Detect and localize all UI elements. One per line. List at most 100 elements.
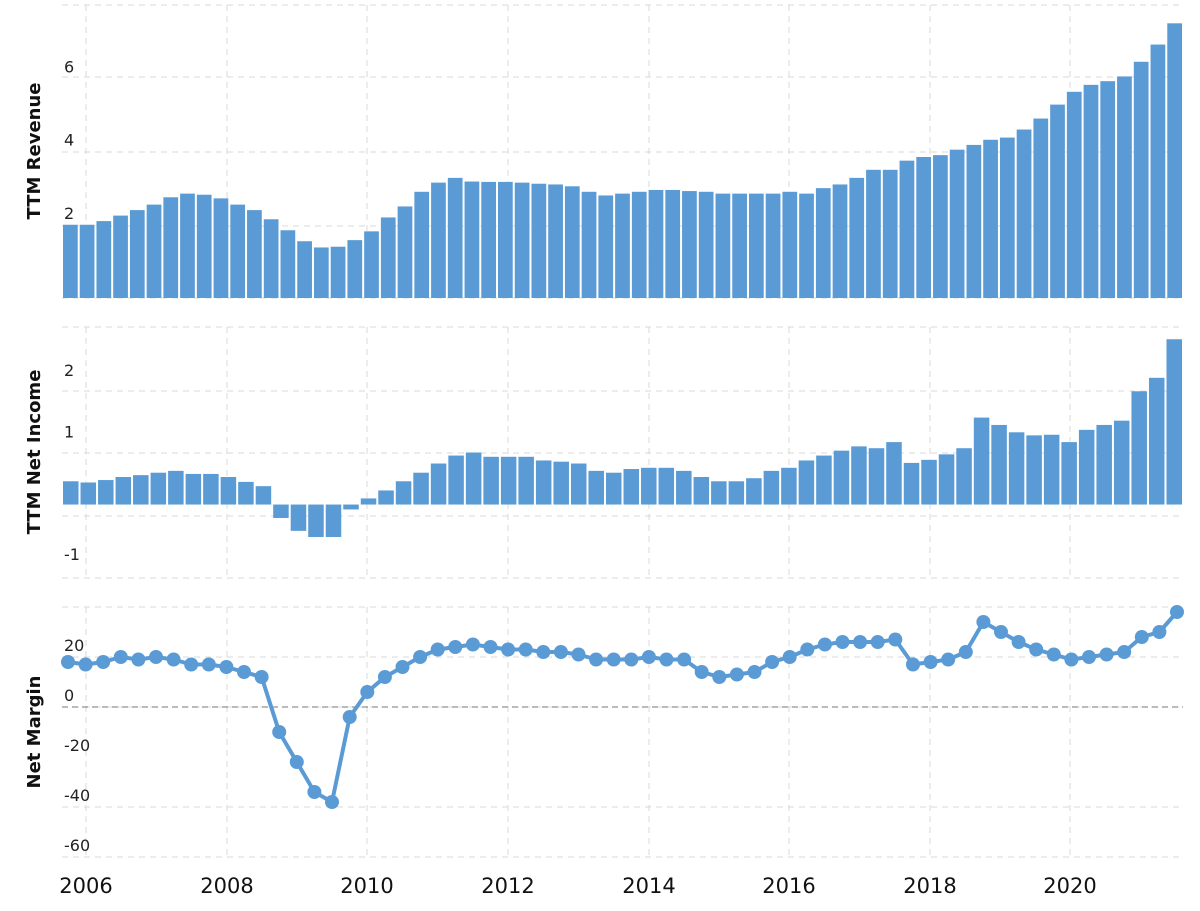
data-point bbox=[360, 685, 375, 699]
x-tick-label: 2008 bbox=[200, 874, 253, 898]
y-tick-label: -40 bbox=[64, 786, 90, 805]
data-point bbox=[906, 657, 920, 672]
bar bbox=[447, 177, 463, 298]
bar bbox=[535, 460, 552, 505]
data-point bbox=[958, 645, 973, 659]
bar bbox=[991, 424, 1007, 505]
bar bbox=[938, 454, 955, 505]
bar bbox=[623, 469, 640, 505]
bar bbox=[146, 204, 162, 298]
bar bbox=[798, 460, 815, 505]
bar bbox=[203, 473, 219, 505]
bar bbox=[98, 480, 114, 505]
panel-3: -60 -40 -20 0 20 Net Margin bbox=[24, 605, 1184, 858]
bar bbox=[1166, 339, 1182, 505]
data-point bbox=[518, 642, 533, 657]
data-point bbox=[606, 652, 621, 667]
bar bbox=[1131, 391, 1147, 505]
bar bbox=[378, 490, 394, 505]
bar bbox=[255, 486, 272, 505]
data-point bbox=[747, 665, 762, 679]
bar bbox=[868, 448, 885, 505]
data-point bbox=[765, 655, 780, 669]
data-point bbox=[237, 665, 251, 679]
bar bbox=[213, 198, 229, 298]
data-point bbox=[1099, 647, 1114, 662]
data-point bbox=[571, 647, 586, 662]
data-point bbox=[641, 650, 656, 664]
bar bbox=[481, 181, 497, 298]
bar bbox=[983, 139, 998, 298]
x-tick-label: 2016 bbox=[762, 874, 815, 898]
bar bbox=[1113, 420, 1130, 505]
data-point bbox=[184, 657, 199, 672]
data-point bbox=[1011, 635, 1026, 649]
data-point bbox=[1170, 605, 1184, 619]
bar bbox=[588, 470, 604, 505]
bar bbox=[886, 442, 902, 505]
bar bbox=[1026, 435, 1042, 505]
bar bbox=[849, 177, 865, 298]
bar bbox=[518, 456, 534, 505]
bar bbox=[732, 193, 747, 298]
bar bbox=[665, 189, 681, 298]
bar bbox=[129, 210, 145, 298]
data-point bbox=[853, 635, 868, 649]
bar bbox=[782, 191, 798, 298]
data-point bbox=[817, 637, 832, 652]
bar bbox=[280, 230, 296, 298]
bar bbox=[347, 240, 363, 298]
bar bbox=[414, 191, 430, 298]
data-point bbox=[1029, 642, 1044, 657]
bar bbox=[916, 156, 932, 298]
data-point bbox=[835, 635, 850, 649]
data-point bbox=[729, 667, 744, 682]
data-point bbox=[78, 657, 93, 672]
bar bbox=[1008, 432, 1025, 505]
y-tick-label: -1 bbox=[64, 545, 80, 564]
data-point bbox=[553, 645, 568, 659]
x-tick-label: 2014 bbox=[622, 874, 675, 898]
bar bbox=[1033, 118, 1049, 298]
bar bbox=[273, 504, 289, 519]
bar bbox=[999, 137, 1015, 298]
bar bbox=[715, 193, 731, 298]
bar bbox=[290, 504, 307, 531]
bar bbox=[682, 191, 697, 298]
data-point bbox=[677, 652, 692, 667]
data-point bbox=[201, 657, 216, 672]
data-point bbox=[1134, 630, 1149, 644]
panel-2: -1012TTM Net Income bbox=[24, 326, 1183, 579]
data-point bbox=[166, 652, 181, 667]
x-tick-label: 2020 bbox=[1043, 874, 1096, 898]
bar bbox=[1133, 61, 1149, 298]
bar bbox=[115, 476, 132, 505]
data-point bbox=[1064, 652, 1079, 667]
bar bbox=[168, 470, 184, 505]
bar bbox=[1061, 442, 1077, 505]
bar bbox=[313, 247, 329, 298]
bar bbox=[63, 224, 78, 298]
bar bbox=[615, 193, 630, 298]
bar bbox=[500, 456, 517, 505]
bar bbox=[1083, 84, 1099, 298]
bar bbox=[605, 472, 622, 505]
bar bbox=[196, 194, 212, 298]
bar bbox=[676, 470, 692, 505]
bar bbox=[1150, 44, 1166, 299]
x-tick-label: 2006 bbox=[59, 874, 112, 898]
bar bbox=[748, 193, 764, 298]
bar bbox=[973, 417, 990, 505]
bar bbox=[380, 217, 396, 298]
bar bbox=[728, 481, 745, 505]
x-tick-label: 2018 bbox=[903, 874, 956, 898]
bar bbox=[1148, 377, 1165, 505]
data-point bbox=[694, 665, 709, 679]
bar bbox=[514, 182, 530, 298]
bar bbox=[531, 183, 547, 298]
y-tick-label: 6 bbox=[64, 57, 74, 76]
data-point bbox=[289, 755, 304, 769]
bar bbox=[631, 191, 647, 298]
bar bbox=[308, 504, 324, 537]
bar bbox=[581, 191, 597, 298]
